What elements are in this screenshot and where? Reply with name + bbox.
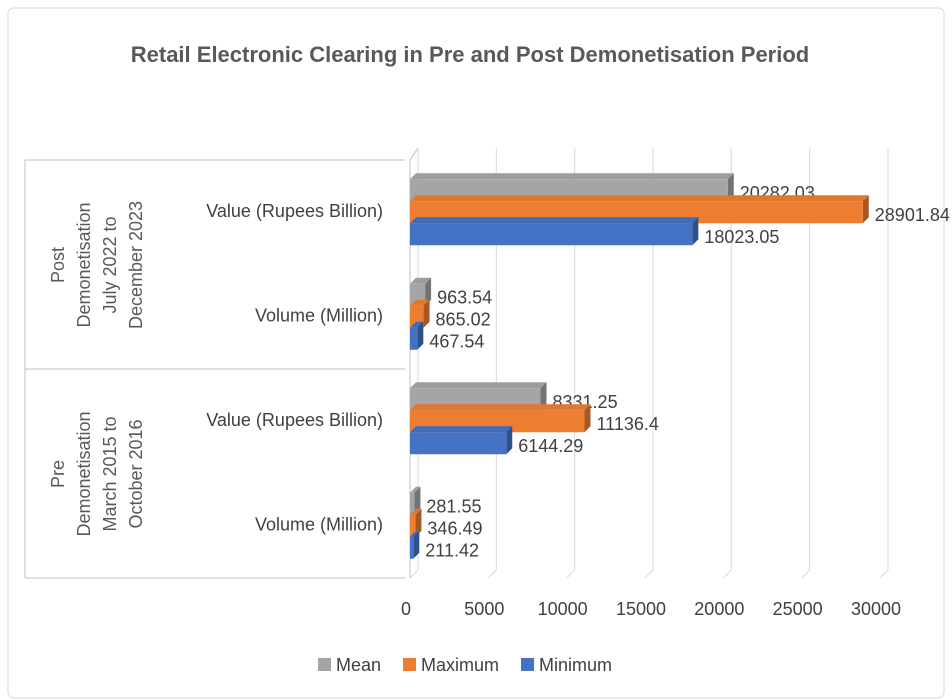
bar bbox=[410, 514, 416, 537]
data-label: 467.54 bbox=[429, 332, 484, 352]
legend-swatch bbox=[521, 658, 535, 671]
grid-floor bbox=[644, 569, 654, 579]
x-tick-label: 5000 bbox=[464, 599, 504, 619]
x-tick-label: 30000 bbox=[851, 599, 901, 619]
bar-side bbox=[506, 426, 513, 455]
bar bbox=[410, 492, 415, 515]
axis-back bbox=[409, 147, 419, 161]
bar-side bbox=[540, 382, 547, 411]
chart-title: Retail Electronic Clearing in Pre and Po… bbox=[130, 42, 810, 67]
data-label: 281.55 bbox=[426, 497, 481, 517]
data-label: 11136.4 bbox=[596, 414, 658, 434]
data-label: 346.49 bbox=[427, 519, 482, 539]
data-label: 6144.29 bbox=[518, 436, 583, 456]
bar-side bbox=[417, 321, 424, 350]
bar-side bbox=[425, 277, 432, 306]
x-tick-label: 20000 bbox=[694, 599, 744, 619]
bar-top bbox=[410, 277, 432, 284]
data-label: 865.02 bbox=[436, 310, 491, 330]
category-label: Value (Rupees Billion) bbox=[206, 410, 383, 430]
x-tick-label: 0 bbox=[401, 599, 411, 619]
legend-label: Maximum bbox=[421, 655, 499, 675]
bar-side bbox=[415, 508, 422, 537]
data-label: 18023.05 bbox=[704, 227, 779, 247]
grid-floor bbox=[487, 569, 497, 579]
bar-top bbox=[410, 404, 591, 411]
bar-top bbox=[410, 299, 430, 306]
category-label: Value (Rupees Billion) bbox=[206, 201, 383, 221]
bar bbox=[410, 432, 507, 455]
x-tick-label: 15000 bbox=[616, 599, 666, 619]
data-label: 211.42 bbox=[425, 541, 479, 561]
bar-side bbox=[584, 404, 591, 433]
grid-floor bbox=[722, 569, 732, 579]
bar-side bbox=[862, 195, 869, 224]
x-tick-label: 10000 bbox=[538, 599, 588, 619]
legend-swatch bbox=[403, 658, 417, 671]
x-tick-label: 25000 bbox=[773, 599, 823, 619]
category-label: Volume (Million) bbox=[255, 306, 383, 326]
bar-side bbox=[423, 299, 430, 328]
bar bbox=[410, 223, 693, 246]
bar-top bbox=[410, 173, 734, 180]
bar-top bbox=[410, 508, 422, 515]
grid-floor bbox=[566, 569, 576, 579]
data-label: 963.54 bbox=[437, 288, 492, 308]
bar-top bbox=[410, 195, 869, 202]
bar-top bbox=[410, 530, 420, 537]
bar bbox=[410, 327, 418, 350]
group-label: Pre Demonetisation March 2015 to October… bbox=[48, 410, 146, 537]
bar-top bbox=[410, 382, 547, 389]
category-label: Volume (Million) bbox=[255, 515, 383, 535]
legend-label: Mean bbox=[336, 655, 381, 675]
bar-side bbox=[727, 173, 734, 202]
bar-side bbox=[413, 530, 420, 559]
data-label: 28901.84 bbox=[875, 205, 950, 225]
bar-side bbox=[414, 486, 421, 515]
grid-floor bbox=[409, 569, 419, 579]
chart-border bbox=[7, 7, 945, 699]
bar-top bbox=[410, 321, 424, 328]
bar-top bbox=[410, 217, 699, 224]
bar bbox=[410, 536, 414, 559]
bar-top bbox=[410, 486, 421, 493]
grid-floor bbox=[801, 569, 811, 579]
grid-floor bbox=[879, 569, 889, 579]
bar-side bbox=[692, 217, 699, 246]
legend-swatch bbox=[318, 658, 331, 671]
bar-top bbox=[410, 426, 513, 433]
group-label: Post Demonetisation July 2022 to Decembe… bbox=[48, 200, 146, 329]
legend-label: Minimum bbox=[539, 655, 612, 675]
